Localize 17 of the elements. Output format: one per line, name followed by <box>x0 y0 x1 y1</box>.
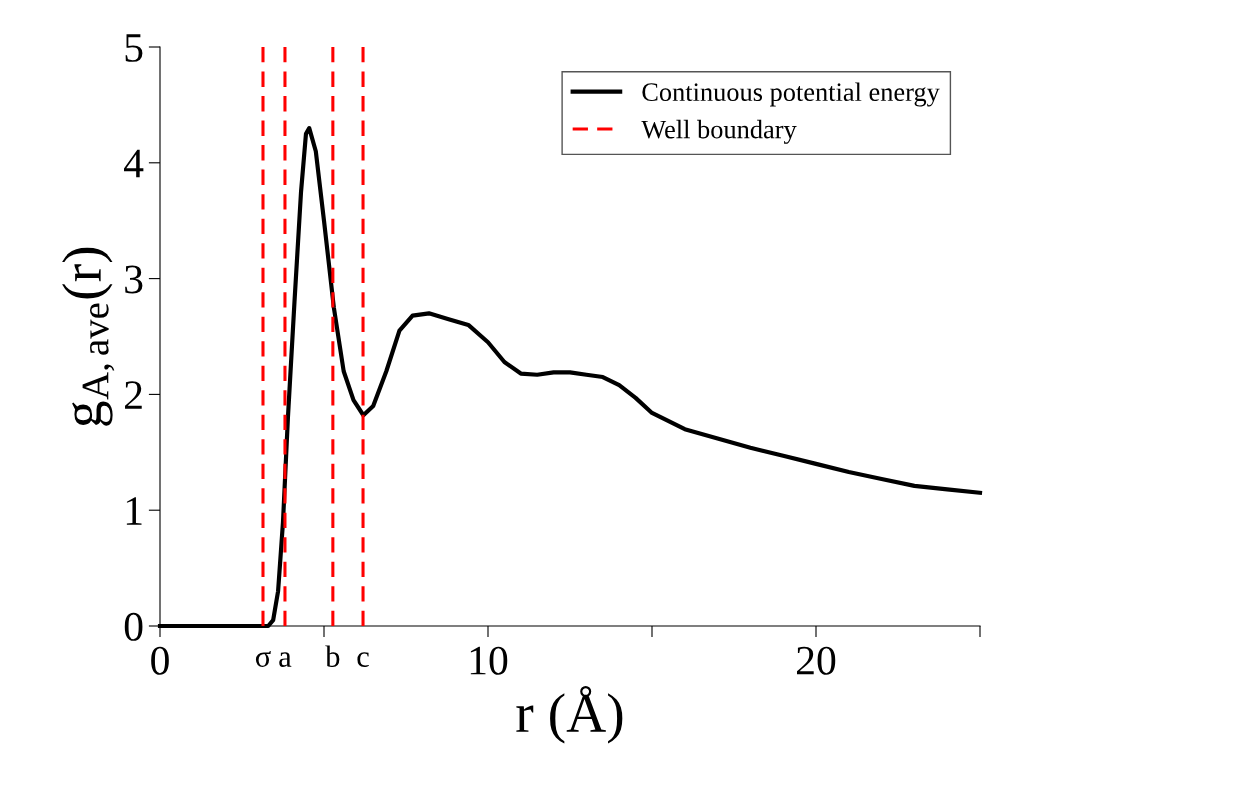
y-tick-label: 5 <box>125 34 143 62</box>
annotation: σ <box>255 651 271 667</box>
y-tick-label: 2 <box>125 381 142 409</box>
y-axis-title: g$_{A,ave}$(r) <box>62 247 115 426</box>
annotation: a <box>279 652 292 667</box>
legend-label: Continuous potential energy <box>642 82 940 107</box>
x-tick-label: 10 <box>470 646 508 675</box>
annotation: b <box>325 645 340 667</box>
y-tick-label: 1 <box>126 497 142 525</box>
y-tick-label: 0 <box>124 612 143 641</box>
annotation: c <box>357 652 369 667</box>
x-tick-label: 0 <box>151 646 169 675</box>
y-tick-label: 3 <box>125 265 143 294</box>
x-axis-title: r (Å) <box>516 686 623 744</box>
x-tick-label: 20 <box>797 646 836 675</box>
y-tick-label: 4 <box>124 149 144 178</box>
legend-label: Well boundary <box>641 119 797 144</box>
